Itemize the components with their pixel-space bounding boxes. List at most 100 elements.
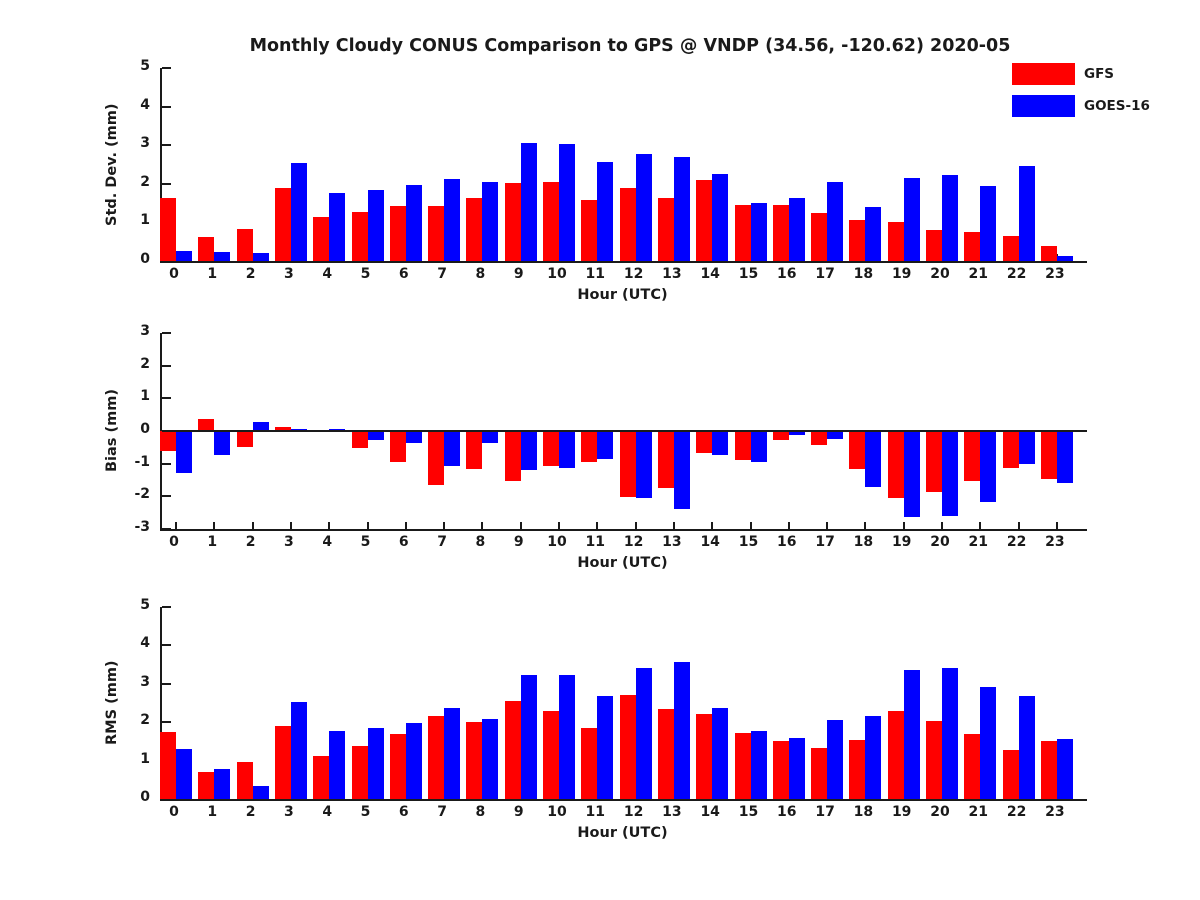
bar-goes16 (252, 253, 269, 261)
bar-gfs (351, 211, 368, 261)
y-tick-label: 3 (140, 135, 150, 152)
y-tick (162, 332, 171, 334)
bar-gfs (389, 205, 406, 261)
bar-goes16 (176, 251, 192, 261)
x-tick-label: 6 (398, 534, 409, 550)
x-tick (328, 522, 331, 529)
bar-gfs (504, 183, 521, 261)
x-tick (596, 522, 599, 529)
y-tick-label: 4 (140, 96, 150, 113)
y-tick-label: 3 (140, 323, 150, 339)
x-tick-label: 17 (815, 534, 835, 550)
x-tick-label: 8 (475, 534, 486, 550)
bar-gfs (1040, 741, 1057, 799)
bar-goes16 (942, 668, 958, 799)
bar-goes16 (520, 431, 537, 470)
y-tick-label: -3 (134, 519, 150, 535)
bar-gfs (581, 727, 598, 799)
bar-gfs (849, 431, 866, 469)
bar-goes16 (635, 667, 652, 799)
x-tick (787, 522, 790, 529)
y-tick-label: 0 (140, 421, 150, 437)
y-tick (162, 798, 171, 800)
legend-label-goes16: GOES-16 (1084, 98, 1150, 114)
bar-goes16 (176, 749, 192, 799)
y-tick-label: 0 (140, 789, 150, 805)
x-tick (672, 522, 675, 529)
bar-gfs (1002, 431, 1019, 468)
y-tick-label: 1 (140, 388, 150, 405)
x-tick (519, 522, 522, 529)
x-tick-label: 12 (623, 266, 644, 282)
x-tick-label: 13 (662, 534, 682, 550)
y-tick-label: 1 (140, 750, 150, 767)
bar-gfs (1002, 749, 1019, 799)
bar-gfs (351, 745, 368, 799)
bar-gfs (772, 741, 789, 799)
x-tick-label: 14 (700, 534, 720, 550)
x-axis-label-stddev: Hour (UTC) (577, 287, 668, 303)
y-tick-label: 0 (140, 251, 150, 267)
bar-goes16 (597, 431, 614, 460)
x-tick-label: 4 (322, 804, 333, 820)
bar-goes16 (673, 157, 690, 261)
bar-goes16 (520, 674, 537, 799)
bar-gfs (504, 701, 521, 799)
bar-goes16 (788, 198, 805, 261)
bar-goes16 (214, 769, 231, 799)
bar-goes16 (903, 178, 920, 261)
x-tick (289, 522, 292, 529)
x-tick (558, 522, 560, 529)
y-tick (162, 644, 171, 647)
x-tick (366, 522, 369, 529)
x-tick (175, 522, 177, 529)
bar-goes16 (827, 720, 844, 799)
x-tick-label: 10 (547, 534, 567, 550)
bar-gfs (428, 205, 445, 261)
bar-goes16 (827, 182, 844, 261)
bar-goes16 (482, 718, 499, 799)
bar-goes16 (712, 174, 729, 261)
bar-gfs (657, 198, 674, 261)
x-tick (902, 522, 905, 529)
x-tick-label: 5 (360, 266, 371, 282)
bar-gfs (466, 431, 483, 470)
x-tick-label: 20 (930, 804, 950, 820)
bar-goes16 (865, 431, 882, 488)
bar-gfs (160, 198, 176, 261)
x-tick-label: 15 (738, 804, 759, 820)
bar-gfs (274, 427, 291, 431)
x-tick-label: 1 (207, 804, 218, 820)
x-tick-label: 8 (475, 804, 486, 820)
chart-title: Monthly Cloudy CONUS Comparison to GPS @… (249, 36, 1011, 56)
bar-goes16 (329, 193, 346, 261)
bar-goes16 (405, 184, 422, 261)
bar-goes16 (405, 723, 422, 799)
bar-gfs (964, 231, 981, 261)
x-tick-label: 11 (585, 534, 606, 550)
x-tick-label: 0 (169, 534, 179, 550)
x-tick-label: 18 (853, 804, 874, 820)
bar-gfs (428, 431, 445, 485)
bar-gfs (1040, 431, 1057, 480)
x-tick-label: 20 (930, 266, 950, 282)
bar-gfs (160, 431, 176, 452)
x-tick (749, 522, 752, 529)
bar-gfs (236, 228, 253, 261)
x-tick-label: 23 (1045, 804, 1065, 820)
bar-goes16 (444, 178, 461, 261)
x-tick-label: 0 (169, 804, 179, 820)
x-tick (941, 522, 943, 529)
x-tick-label: 23 (1045, 534, 1065, 550)
x-tick-label: 2 (245, 534, 256, 550)
y-tick (162, 364, 171, 367)
y-tick (162, 260, 171, 262)
x-tick-label: 21 (968, 266, 989, 282)
bar-gfs (696, 180, 713, 261)
bar-gfs (811, 747, 828, 799)
x-tick-label: 19 (891, 534, 912, 550)
x-tick-label: 18 (853, 534, 874, 550)
bar-goes16 (597, 696, 614, 799)
x-tick-label: 19 (891, 804, 912, 820)
